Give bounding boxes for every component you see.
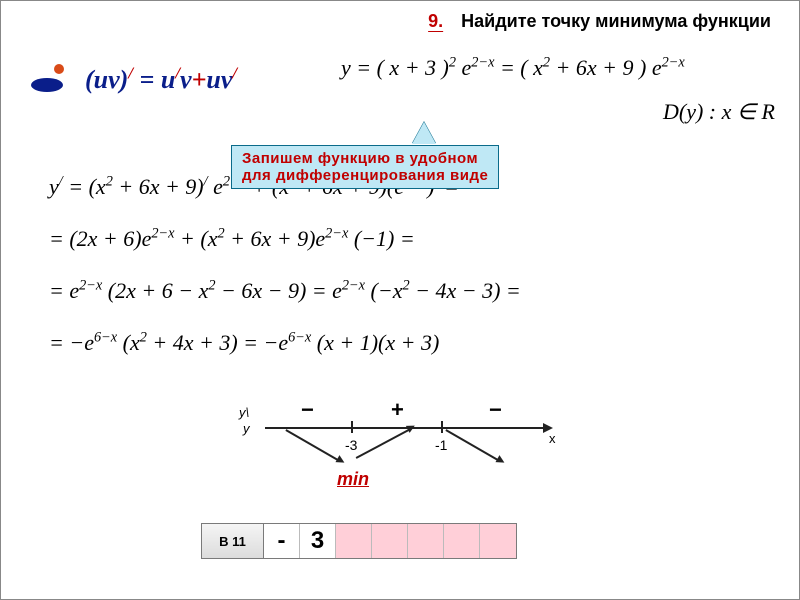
min-label: min bbox=[337, 469, 369, 490]
sign-pos: + bbox=[391, 397, 404, 423]
number-line bbox=[265, 427, 545, 429]
callout-line2: для дифференцирования виде bbox=[242, 167, 488, 184]
header: 9. Найдите точку минимума функции bbox=[1, 1, 799, 36]
y-label: y bbox=[243, 421, 250, 436]
answer-cell[interactable] bbox=[480, 524, 516, 558]
product-rule-formula: (uv)/ = u/v+uv/ bbox=[85, 63, 237, 95]
answer-row: В 11 - 3 bbox=[201, 523, 517, 559]
work-line-3: = e2−x (2x + 6 − x2 − 6x − 9) = e2−x (−x… bbox=[49, 269, 521, 313]
answer-cell[interactable] bbox=[336, 524, 372, 558]
tick bbox=[351, 421, 353, 433]
tick-label: -3 bbox=[345, 437, 357, 453]
trend-arrow-up bbox=[356, 429, 410, 458]
work-line-4: = −e6−x (x2 + 4x + 3) = −e6−x (x + 1)(x … bbox=[49, 321, 521, 365]
work-line-2: = (2x + 6)e2−x + (x2 + 6x + 9)e2−x (−1) … bbox=[49, 217, 521, 261]
answer-cell[interactable]: - bbox=[264, 524, 300, 558]
tick-label: -1 bbox=[435, 437, 447, 453]
sign-neg: − bbox=[301, 397, 314, 423]
info-icon bbox=[29, 63, 73, 95]
tick bbox=[441, 421, 443, 433]
derivation-block: y/ = (x2 + 6x + 9)/ e2−x + (x2 + 6x + 9)… bbox=[49, 165, 521, 373]
answer-button[interactable]: В 11 bbox=[202, 524, 264, 558]
trend-arrow-down bbox=[446, 429, 499, 460]
trend-arrow-down bbox=[286, 429, 339, 460]
question-prompt: Найдите точку минимума функции bbox=[461, 11, 771, 32]
answer-cell[interactable] bbox=[444, 524, 480, 558]
given-function: y = ( x + 3 )2 e2−x = ( x2 + 6x + 9 ) e2… bbox=[341, 55, 685, 81]
slide: 9. Найдите точку минимума функции (uv)/ … bbox=[0, 0, 800, 600]
eq-part: y = ( x + 3 )2 e2−x = ( x2 + 6x + 9 ) e2… bbox=[341, 55, 685, 80]
sign-neg: − bbox=[489, 397, 502, 423]
domain-text: D(y) : x ∈ R bbox=[663, 99, 775, 125]
callout-box: Запишем функцию в удобном для дифференци… bbox=[231, 145, 499, 189]
y-prime-label: y\ bbox=[239, 405, 249, 420]
x-axis-label: x bbox=[549, 431, 556, 446]
answer-cell[interactable] bbox=[408, 524, 444, 558]
sign-diagram: y\ y x -3 -1 − + − min bbox=[241, 397, 571, 487]
rhs: u/v+uv/ bbox=[161, 65, 237, 94]
lhs: (uv)/ = bbox=[85, 65, 161, 94]
answer-cell[interactable]: 3 bbox=[300, 524, 336, 558]
question-number: 9. bbox=[428, 11, 443, 32]
callout-line1: Запишем функцию в удобном bbox=[242, 150, 488, 167]
answer-cell[interactable] bbox=[372, 524, 408, 558]
